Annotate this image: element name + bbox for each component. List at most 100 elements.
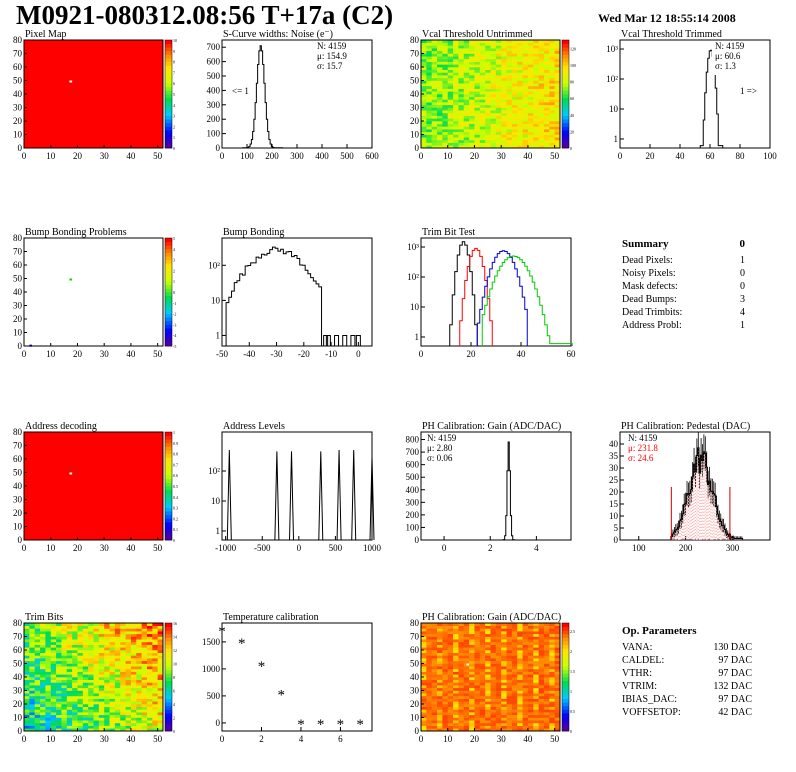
colorbar-step bbox=[165, 439, 172, 444]
heatmap-cell bbox=[474, 134, 481, 138]
heatmap-cell bbox=[146, 641, 153, 645]
heatmap-cell bbox=[549, 96, 555, 100]
heatmap-cell bbox=[426, 142, 432, 146]
heatmap-cell bbox=[485, 75, 491, 79]
heatmap-cell bbox=[490, 61, 497, 65]
heatmap-cell bbox=[522, 687, 529, 691]
heatmap-cell bbox=[125, 720, 132, 724]
heatmap-cell bbox=[474, 77, 481, 81]
heatmap-cell bbox=[77, 725, 84, 729]
heatmap-cell bbox=[511, 717, 518, 721]
colorbar-step bbox=[562, 623, 569, 627]
heatmap-cell bbox=[522, 118, 529, 122]
heatmap-cell bbox=[549, 72, 555, 76]
colorbar-step bbox=[165, 669, 172, 674]
heatmap-cell bbox=[152, 690, 158, 694]
y-tick-label: 0 bbox=[216, 718, 221, 728]
heatmap-cell bbox=[554, 67, 561, 70]
colorbar-label: 9 bbox=[173, 49, 175, 54]
heatmap-cell bbox=[517, 139, 523, 143]
heatmap-cell bbox=[506, 48, 513, 52]
heatmap-cell bbox=[511, 40, 518, 43]
heatmap-cell bbox=[82, 623, 89, 626]
heatmap-cell bbox=[72, 717, 78, 721]
plot-frame bbox=[619, 431, 771, 541]
heatmap-cell bbox=[136, 623, 142, 626]
heatmap-cell bbox=[453, 655, 459, 659]
heatmap-cell bbox=[543, 69, 550, 73]
heatmap-cell bbox=[104, 639, 110, 643]
heatmap-cell bbox=[458, 121, 465, 124]
heatmap-cell bbox=[437, 655, 443, 659]
heatmap-cell bbox=[485, 72, 491, 76]
heatmap-cell bbox=[495, 712, 502, 716]
heatmap-cell bbox=[549, 137, 555, 141]
heatmap-cell bbox=[533, 45, 539, 49]
heatmap-cell bbox=[447, 45, 454, 49]
y-tick-label: 400 bbox=[406, 485, 420, 495]
heatmap-cell bbox=[421, 85, 427, 89]
heatmap-cell bbox=[538, 693, 545, 697]
heatmap-cell bbox=[506, 107, 513, 111]
heatmap-cell bbox=[130, 679, 137, 683]
colorbar-step bbox=[165, 97, 172, 102]
heatmap-cell bbox=[554, 56, 561, 60]
heatmap-cell bbox=[506, 102, 513, 106]
address-level-peak bbox=[226, 450, 232, 541]
heatmap-cell bbox=[61, 628, 68, 632]
heatmap-cell bbox=[501, 682, 507, 686]
heatmap-cell bbox=[538, 91, 545, 95]
heatmap-cell bbox=[538, 75, 545, 79]
heatmap-cell bbox=[447, 142, 454, 146]
heatmap-cell bbox=[458, 652, 465, 656]
heatmap-cell bbox=[501, 126, 507, 130]
heatmap-cell bbox=[485, 628, 491, 632]
op-params-label: VOFFSETOP: bbox=[622, 707, 681, 718]
colorbar-step bbox=[165, 94, 172, 98]
heatmap-cell bbox=[426, 693, 432, 697]
heatmap-cell bbox=[517, 674, 523, 678]
heatmap-cell bbox=[517, 650, 523, 653]
heatmap-cell bbox=[469, 129, 475, 133]
heatmap-cell bbox=[50, 658, 57, 662]
heatmap-cell bbox=[474, 631, 481, 635]
heatmap-cell bbox=[522, 85, 529, 89]
colorbar-step bbox=[165, 442, 172, 447]
heatmap-cell bbox=[136, 693, 142, 697]
heatmap-cell bbox=[511, 42, 518, 46]
heatmap-cell bbox=[479, 107, 486, 111]
heatmap-cell bbox=[88, 725, 94, 729]
heatmap-cell bbox=[543, 685, 550, 689]
heatmap-cell bbox=[479, 118, 486, 122]
heatmap-cell bbox=[543, 668, 550, 672]
heatmap-cell bbox=[522, 623, 529, 626]
heatmap-cell bbox=[517, 660, 523, 664]
heatmap-cell bbox=[61, 679, 68, 683]
heatmap-cell bbox=[533, 677, 539, 680]
heatmap-cell bbox=[533, 94, 539, 97]
colorbar-step bbox=[165, 641, 172, 645]
heatmap-cell bbox=[136, 628, 142, 632]
heatmap-cell bbox=[442, 75, 449, 79]
heatmap-cell bbox=[511, 102, 518, 106]
heatmap-cell bbox=[146, 647, 153, 651]
heatmap-cell bbox=[463, 126, 470, 130]
heatmap-cell bbox=[533, 658, 539, 662]
heatmap-cell bbox=[66, 647, 73, 651]
heatmap-cell bbox=[517, 110, 523, 114]
heatmap-cell bbox=[453, 674, 459, 678]
heatmap-cell bbox=[495, 701, 502, 705]
colorbar-step bbox=[165, 115, 172, 120]
heatmap-cell bbox=[66, 668, 73, 672]
heatmap-cell bbox=[421, 131, 427, 135]
colorbar-step bbox=[165, 435, 172, 440]
y-tick-label: 0 bbox=[18, 726, 23, 736]
heatmap-cell bbox=[485, 110, 491, 114]
heatmap-cell bbox=[136, 690, 142, 694]
heatmap-cell bbox=[490, 720, 497, 724]
y-tick-label: 35 bbox=[609, 451, 619, 461]
heatmap-cell bbox=[82, 712, 89, 716]
heatmap-cell bbox=[82, 644, 89, 648]
heatmap-cell bbox=[447, 720, 454, 724]
